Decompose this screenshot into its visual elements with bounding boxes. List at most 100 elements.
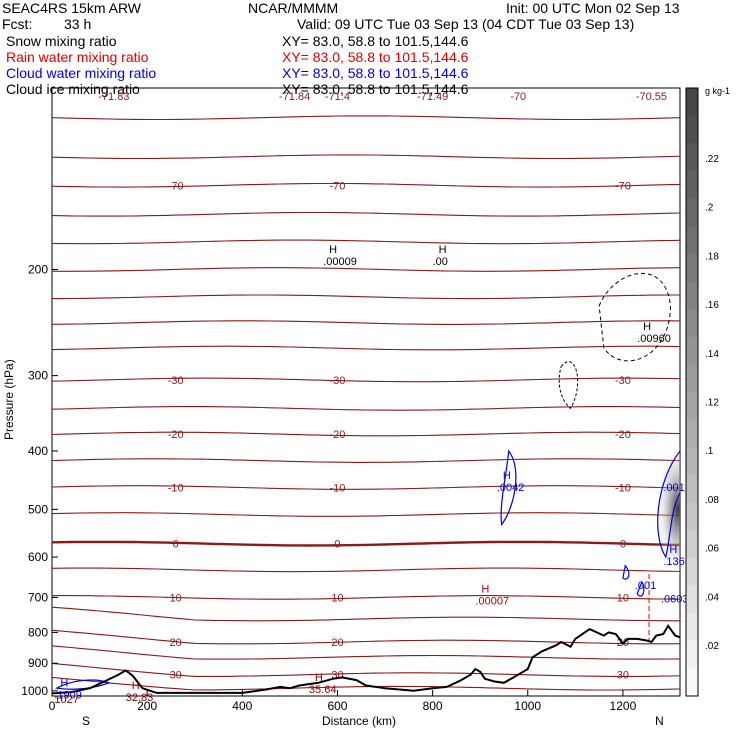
colorbar-segment — [686, 170, 698, 200]
isotherm-label: -20 — [330, 429, 346, 441]
colorbar-segment — [686, 253, 698, 282]
y-axis-label: Pressure (hPa) — [2, 359, 16, 440]
isotherm-label: -10 — [330, 483, 346, 495]
max-value: .001 — [663, 482, 684, 494]
colorbar-segment — [686, 419, 698, 448]
isotherm-line — [52, 431, 680, 437]
cloud-water-contour — [636, 580, 645, 597]
colorbar-segment — [686, 613, 698, 642]
isotherm-label: -30 — [615, 375, 631, 387]
plot-frame — [51, 87, 681, 697]
colorbar-segment — [686, 668, 698, 697]
isotherm-label: -70 — [168, 180, 184, 192]
isotherm-line — [52, 645, 680, 660]
y-tick-label: 500 — [28, 502, 48, 516]
y-tick-label: 200 — [28, 262, 48, 276]
field-xy: XY= 83.0, 58.8 to 101.5,144.6 — [282, 49, 469, 65]
ice-dashed-contour — [558, 361, 579, 410]
colorbar-segment — [686, 115, 698, 144]
top-contour-label: -70 — [510, 91, 526, 103]
colorbar-segment — [686, 309, 698, 338]
shaded-cloud-region — [655, 439, 680, 580]
isotherm-label: -10 — [615, 483, 631, 495]
max-value: .0042 — [497, 482, 525, 494]
isotherm-label: -30 — [168, 375, 184, 387]
isotherm-line — [52, 458, 680, 463]
center-name: NCAR/MMMM — [248, 0, 338, 16]
field-name: Cloud ice mixing ratio — [6, 81, 140, 97]
top-contour-label: -71.4 — [325, 91, 350, 103]
x-tick-label: 1200 — [610, 699, 637, 713]
y-tick-label: 900 — [28, 656, 48, 670]
isotherm-line — [52, 606, 680, 622]
max-marker: H — [329, 244, 337, 256]
snow-dashed-contour — [598, 273, 671, 362]
max-marker: H — [60, 678, 68, 690]
isotherm-label: -20 — [615, 429, 631, 441]
south-end-label: S — [82, 714, 90, 728]
colorbar-tick-label: .16 — [705, 300, 719, 311]
colorbar-tick-label: .04 — [705, 592, 719, 603]
isotherm-label: -10 — [168, 483, 184, 495]
colorbar-segment — [686, 143, 698, 172]
isotherm-label: 30 — [617, 670, 629, 682]
top-contour-label: -71.49 — [417, 91, 448, 103]
y-tick-label: 800 — [28, 625, 48, 639]
max-value: 35.64 — [309, 684, 337, 696]
colorbar-segment — [686, 364, 698, 393]
isotherm-line — [52, 540, 680, 547]
field-name: Snow mixing ratio — [6, 33, 117, 49]
y-tick-label: 700 — [28, 590, 48, 604]
isotherm-line — [52, 211, 680, 217]
isotherm-line — [52, 676, 680, 691]
isotherm-label: 30 — [331, 670, 343, 682]
max-marker: H — [481, 584, 489, 596]
feature-layer — [54, 273, 680, 690]
field-xy: XY= 83.0, 58.8 to 101.5,144.6 — [282, 65, 469, 81]
isotherm-label: 20 — [170, 637, 182, 649]
terrain-line — [51, 623, 681, 695]
isotherm-line — [52, 294, 680, 300]
colorbar-segment — [686, 474, 698, 504]
x-tick-label: 0 — [49, 699, 56, 713]
colorbar-tick-label: .02 — [705, 641, 719, 652]
colorbar-unit: g kg-1 — [705, 86, 730, 96]
max-marker: H — [132, 680, 140, 692]
colorbar-segment — [686, 530, 698, 559]
isotherm-label: 0 — [620, 539, 626, 551]
colorbar-frame — [685, 87, 699, 697]
y-tick-label: 400 — [28, 444, 48, 458]
fcst-value: 33 h — [64, 16, 91, 32]
max-marker: H — [643, 321, 651, 333]
colorbar-tick-label: .08 — [705, 495, 719, 506]
max-value: .00009 — [323, 256, 357, 268]
isotherm-line — [52, 512, 680, 517]
field-legend: Snow mixing ratio XY= 83.0, 58.8 to 101.5… — [6, 33, 469, 97]
colorbar-tick-label: .12 — [705, 398, 719, 409]
isotherm-line — [52, 629, 680, 645]
cloud-water-contour — [622, 564, 630, 580]
isotherm-label: -30 — [330, 375, 346, 387]
max-value: .00960 — [637, 333, 671, 345]
isotherm-label: 10 — [617, 592, 629, 604]
isotherm-line — [52, 377, 680, 383]
top-contour-label: -71.83 — [98, 91, 129, 103]
isotherm-line — [52, 154, 680, 160]
colorbar-segment — [686, 88, 698, 117]
colorbar-segment — [686, 226, 698, 255]
isotherm-label: -20 — [168, 429, 184, 441]
colorbar-segment — [686, 198, 698, 227]
max-value: .1365 — [663, 556, 691, 568]
init-time: Init: 00 UTC Mon 02 Sep 13 — [506, 0, 680, 16]
max-marker: H — [439, 244, 447, 256]
max-marker: H — [315, 672, 323, 684]
max-value: .00 — [433, 256, 448, 268]
field-xy: XY= 83.0, 58.8 to 101.5,144.6 — [282, 81, 469, 97]
isotherm-line — [52, 567, 680, 573]
colorbar-segment — [686, 557, 698, 586]
y-tick-label: 300 — [28, 369, 48, 383]
top-contour-label: -71.84 — [279, 91, 310, 103]
x-tick-label: 400 — [232, 699, 252, 713]
isotherm-label: 20 — [331, 637, 343, 649]
